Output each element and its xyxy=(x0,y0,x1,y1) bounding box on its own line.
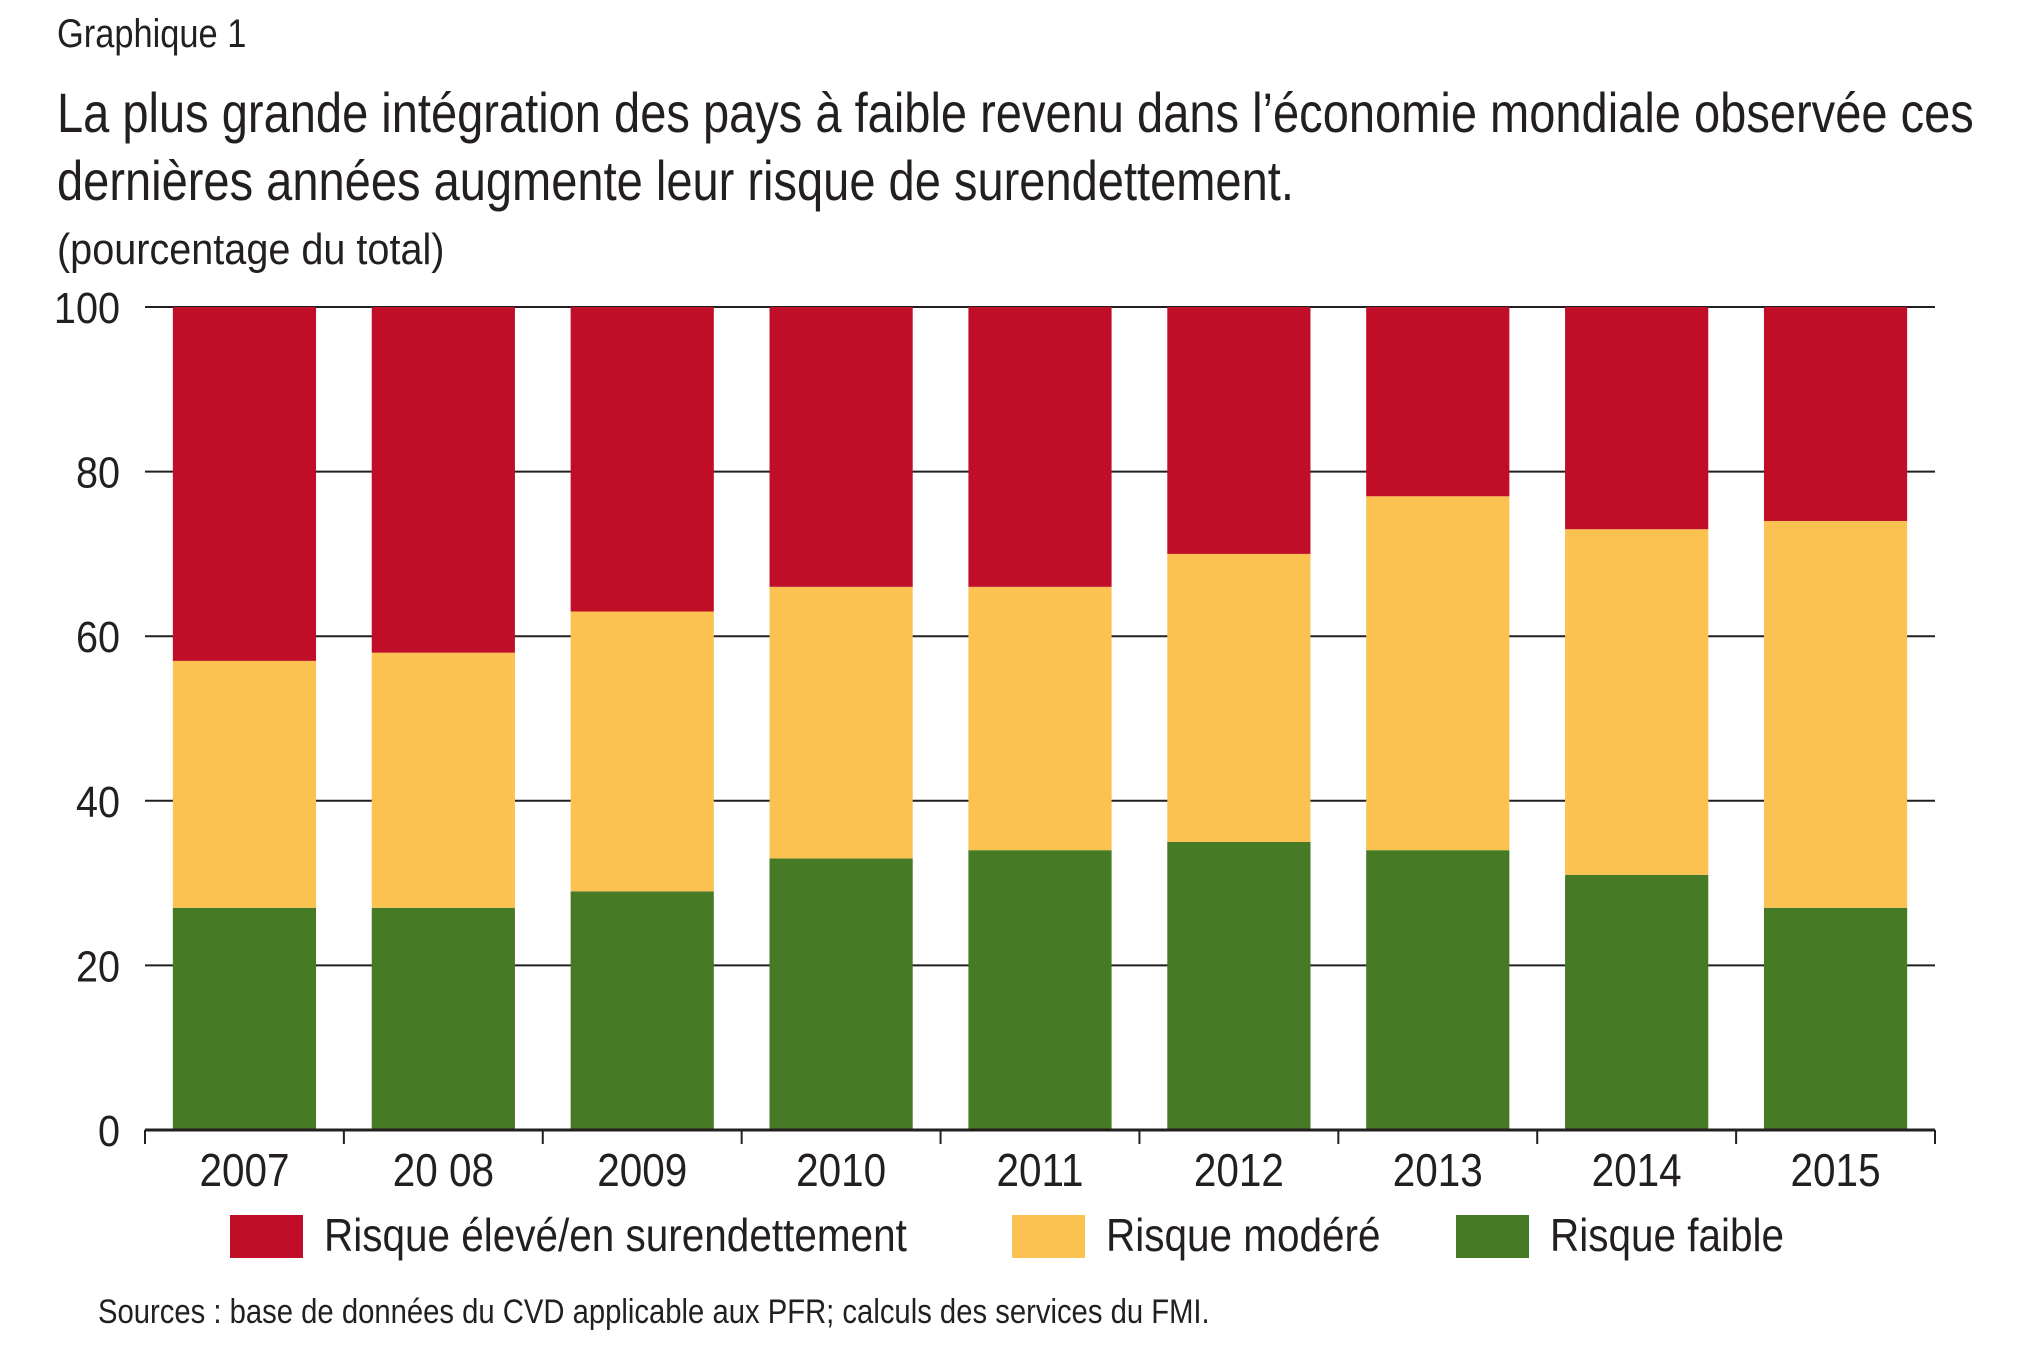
stacked-bar-chart: 0 20 40 60 80 100 2007 20 08 2009 2010 2011 2012 201… xyxy=(54,283,1936,1197)
axes xyxy=(144,1128,1936,1144)
bar-2015-series-0 xyxy=(1763,907,1908,1130)
bar-2007-series-0 xyxy=(172,907,317,1130)
x-tick-label-1: 20 08 xyxy=(393,1146,494,1197)
bar-2012-series-2 xyxy=(1167,307,1311,554)
legend-swatch-high-risk xyxy=(230,1215,303,1258)
x-tick-label-6: 2013 xyxy=(1393,1146,1483,1197)
x-tick-label-5: 2012 xyxy=(1194,1146,1284,1197)
bar-2013-series-1 xyxy=(1366,496,1510,851)
y-tick-label-40: 40 xyxy=(76,777,120,826)
bar-2011-series-1 xyxy=(968,586,1112,851)
x-tick-label-8: 2015 xyxy=(1791,1146,1881,1197)
bar-2008-series-2 xyxy=(371,307,515,653)
bar-2009-series-0 xyxy=(570,891,714,1130)
x-tick-label-7: 2014 xyxy=(1592,1146,1682,1197)
y-tick-label-60: 60 xyxy=(76,612,120,661)
bar-2010-series-2 xyxy=(769,307,913,587)
bar-2014-series-0 xyxy=(1565,874,1709,1130)
bar-2010-series-0 xyxy=(769,858,913,1130)
bar-2013-series-2 xyxy=(1366,307,1510,497)
bar-2007-series-1 xyxy=(172,660,317,908)
chart-title-line-1: La plus grande intégration des pays à fa… xyxy=(57,81,1974,144)
y-axis-unit-label: (pourcentage du total) xyxy=(57,225,445,274)
x-tick-label-0: 2007 xyxy=(199,1146,289,1197)
legend-swatch-low-risk xyxy=(1456,1215,1529,1258)
bar-2015-series-1 xyxy=(1763,520,1908,908)
x-tick-label-2: 2009 xyxy=(597,1146,687,1197)
x-tick-label-3: 2010 xyxy=(796,1146,886,1197)
bar-2011-series-0 xyxy=(968,850,1112,1130)
bar-2011-series-2 xyxy=(968,307,1112,587)
bar-2008-series-1 xyxy=(371,652,515,908)
bar-2012-series-1 xyxy=(1167,553,1311,842)
bars xyxy=(172,307,1908,1130)
legend-label-high-risk: Risque élevé/en surendettement xyxy=(324,1209,907,1261)
x-tick-label-4: 2011 xyxy=(996,1146,1083,1197)
source-note: Sources : base de données du CVD applica… xyxy=(98,1293,1210,1331)
bar-2014-series-2 xyxy=(1565,307,1709,530)
bar-2009-series-2 xyxy=(570,307,714,612)
bar-2012-series-0 xyxy=(1167,841,1311,1130)
bar-2009-series-1 xyxy=(570,611,714,892)
chart-title-line-2: dernières années augmente leur risque de… xyxy=(57,149,1294,212)
tick-labels: 0 20 40 60 80 100 2007 20 08 2009 2010 2011 2012 201… xyxy=(54,283,1881,1197)
y-tick-label-20: 20 xyxy=(76,941,120,990)
legend-label-moderate-risk: Risque modéré xyxy=(1106,1209,1381,1261)
bar-2013-series-0 xyxy=(1366,850,1510,1130)
legend-label-low-risk: Risque faible xyxy=(1550,1209,1785,1261)
bar-2008-series-0 xyxy=(371,907,515,1130)
graph-number-label: Graphique 1 xyxy=(57,12,247,56)
bar-2015-series-2 xyxy=(1763,307,1908,521)
y-tick-label-0: 0 xyxy=(98,1106,120,1155)
y-tick-label-80: 80 xyxy=(76,448,120,497)
bar-2014-series-1 xyxy=(1565,529,1709,875)
y-tick-label-100: 100 xyxy=(54,283,120,332)
bar-2010-series-1 xyxy=(769,586,913,859)
legend-swatch-moderate-risk xyxy=(1012,1215,1085,1258)
bar-2007-series-2 xyxy=(172,307,317,661)
